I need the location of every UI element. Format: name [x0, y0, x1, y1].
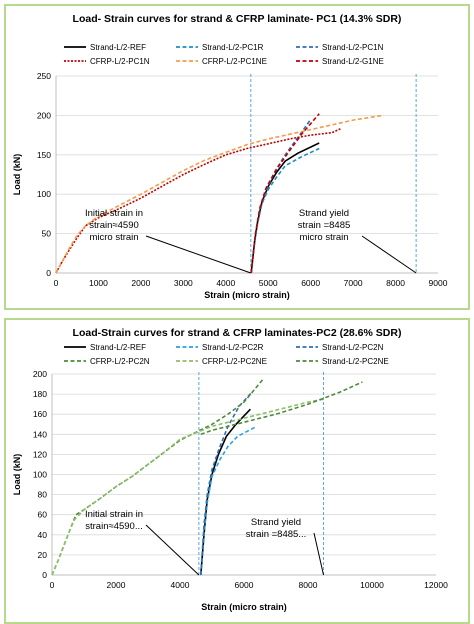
x-tick-label: 0 [50, 580, 55, 590]
x-tick-label: 1000 [89, 278, 108, 288]
y-tick-label: 250 [37, 71, 51, 81]
x-tick-label: 2000 [131, 278, 150, 288]
x-tick-label: 10000 [360, 580, 384, 590]
series-line-cfrp-l-2-pc1n [55, 128, 341, 274]
x-tick-label: 2000 [107, 580, 126, 590]
y-tick-label: 160 [33, 409, 47, 419]
annotation-text: micro strain [89, 232, 138, 243]
series-line-strand-l-2-pc1r [250, 147, 320, 274]
annotation-text: strain≈4590 [89, 220, 139, 231]
annotation-text: Initial strain in [85, 509, 143, 520]
chart-title: Load- Strain curves for strand & CFRP la… [73, 13, 402, 25]
annotation-text: micro strain [299, 232, 348, 243]
annotation-text: Initial strain in [85, 208, 143, 219]
legend-entry: Strand-L/2-PC2NE [322, 357, 389, 366]
annotation-text: strain =8485 [298, 220, 351, 231]
x-tick-label: 6000 [235, 580, 254, 590]
annotation-text: strain≈4590... [85, 521, 143, 532]
y-tick-label: 100 [37, 189, 51, 199]
x-tick-label: 7000 [344, 278, 363, 288]
x-tick-label: 9000 [429, 278, 448, 288]
y-tick-label: 120 [33, 449, 47, 459]
x-tick-label: 5000 [259, 278, 278, 288]
legend-entry: Strand-L/2-PC2R [202, 343, 264, 352]
annotation-text: strain =8485... [246, 529, 306, 540]
legend-entry: Strand-L/2-PC1N [322, 43, 384, 52]
x-tick-label: 0 [54, 278, 59, 288]
y-tick-label: 200 [33, 369, 47, 379]
chart-pc1: Load- Strain curves for strand & CFRP la… [12, 13, 448, 300]
annotation-text: Strand yield [299, 208, 349, 219]
series-line-cfrp-l-2-pc2ne [51, 398, 325, 576]
series-line-strand-l-2-ref [250, 142, 320, 274]
legend-entry: CFRP-L/2-PC1NE [202, 57, 267, 66]
series-line-cfrp-l-2-pc2n [51, 378, 264, 576]
legend-entry: CFRP-L/2-PC1N [90, 57, 150, 66]
series-line-strand-l-2-pc1n [250, 118, 312, 274]
series-line-strand-l-2-g1ne [250, 113, 320, 274]
annotation-text: Strand yield [251, 517, 301, 528]
series-line-strand-l-2-pc2r [200, 425, 258, 576]
x-axis-label: Strain (micro strain) [201, 602, 287, 612]
x-axis-label: Strain (micro strain) [204, 290, 290, 300]
legend-entry: Strand-L/2-PC2N [322, 343, 384, 352]
y-tick-label: 140 [33, 429, 47, 439]
legend-entry: Strand-L/2-REF [90, 343, 146, 352]
series-line-strand-l-2-pc2n [200, 391, 253, 576]
legend-entry: CFRP-L/2-PC2NE [202, 357, 267, 366]
x-tick-label: 6000 [301, 278, 320, 288]
y-tick-label: 60 [38, 510, 48, 520]
y-axis-label: Load (kN) [12, 154, 22, 196]
x-tick-label: 4000 [171, 580, 190, 590]
y-tick-label: 40 [38, 530, 48, 540]
x-tick-label: 8000 [386, 278, 405, 288]
x-tick-label: 12000 [424, 580, 448, 590]
x-tick-label: 8000 [299, 580, 318, 590]
legend-entry: CFRP-L/2-PC2N [90, 357, 150, 366]
legend-entry: Strand-L/2-REF [90, 43, 146, 52]
y-tick-label: 150 [37, 150, 51, 160]
y-tick-label: 200 [37, 110, 51, 120]
annotation-leader-line [313, 532, 325, 576]
chart-pc2: Load-Strain curves for strand & CFRP lam… [12, 327, 448, 612]
chart-panel-pc2: Load-Strain curves for strand & CFRP lam… [4, 318, 470, 624]
legend-entry: Strand-L/2-PC1R [202, 43, 264, 52]
y-tick-label: 0 [46, 268, 51, 278]
y-tick-label: 180 [33, 389, 47, 399]
y-tick-label: 0 [42, 570, 47, 580]
y-tick-label: 50 [42, 229, 52, 239]
y-tick-label: 80 [38, 490, 48, 500]
legend-entry: Strand-L/2-G1NE [322, 57, 384, 66]
annotation-leader-line [145, 235, 251, 274]
y-tick-label: 20 [38, 550, 48, 560]
y-axis-label: Load (kN) [12, 454, 22, 496]
y-tick-label: 100 [33, 470, 47, 480]
chart-title: Load-Strain curves for strand & CFRP lam… [73, 327, 402, 339]
x-tick-label: 3000 [174, 278, 193, 288]
series-line-cfrp-l-2-pc1ne [55, 114, 383, 274]
annotation-leader-line [145, 524, 200, 576]
chart-panel-pc1: Load- Strain curves for strand & CFRP la… [4, 4, 470, 310]
x-tick-label: 4000 [216, 278, 235, 288]
series-line-strand-l-2-pc2ne [200, 381, 363, 436]
annotation-leader-line [361, 235, 417, 274]
